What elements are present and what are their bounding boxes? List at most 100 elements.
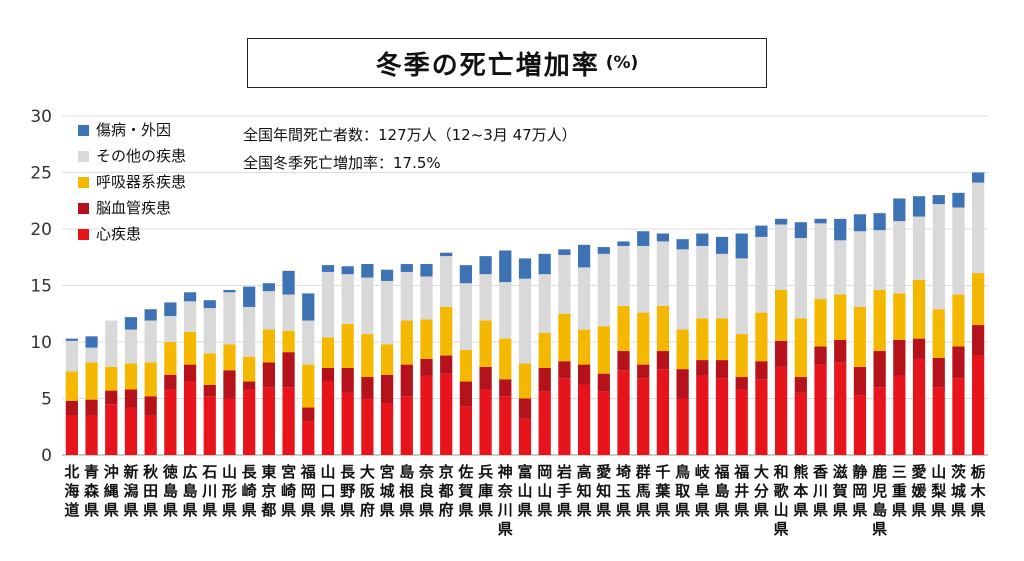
- bar-segment: [932, 204, 945, 310]
- bar-segment: [203, 396, 216, 455]
- bar-segment: [420, 264, 433, 277]
- bar-segment: [282, 270, 295, 295]
- bar-segment: [538, 391, 551, 455]
- legend-swatch: [78, 151, 89, 162]
- bar-segment: [282, 330, 295, 353]
- bar-segment: [65, 338, 78, 341]
- bar-segment: [440, 306, 453, 356]
- bar-segment: [656, 305, 670, 352]
- bar-segment: [794, 377, 807, 393]
- bar-segment: [853, 306, 867, 367]
- bar-segment: [262, 329, 275, 363]
- x-tick-label: 熊本県: [793, 463, 808, 519]
- bar-segment: [164, 389, 177, 455]
- bar-segment: [124, 363, 138, 390]
- x-tick-label: 栃木県: [970, 463, 987, 519]
- x-tick-label: 徳島県: [162, 463, 178, 519]
- bar-segment: [321, 381, 335, 455]
- bar-segment: [814, 364, 827, 455]
- bar-segment: [577, 384, 591, 455]
- bar-segment: [538, 332, 551, 368]
- bar-segment: [637, 378, 650, 455]
- bar-segment: [558, 249, 571, 255]
- bar-segment: [85, 336, 98, 348]
- bar-segment: [479, 274, 492, 321]
- bar-segment: [952, 294, 965, 347]
- bar-segment: [361, 334, 374, 378]
- bar-segment: [952, 192, 965, 208]
- bar-segment: [262, 291, 275, 330]
- bar-segment: [341, 367, 354, 393]
- bar-segment: [105, 366, 118, 391]
- bar-segment: [183, 331, 197, 365]
- bar-segment: [380, 344, 394, 375]
- notes: 全国年間死亡者数：127万人（12~3月 47万人） 全国冬季死亡増加率：17.…: [243, 126, 577, 172]
- bar-segment: [637, 312, 650, 365]
- legend-label: 傷病・外因: [96, 121, 171, 139]
- bar-segment: [775, 340, 788, 367]
- bar-segment: [164, 302, 177, 317]
- bar-segment: [183, 292, 197, 302]
- bar-segment: [972, 273, 985, 326]
- x-tick-label: 新潟県: [123, 463, 138, 519]
- bar-segment: [558, 254, 571, 314]
- bar-segment: [124, 317, 138, 330]
- x-tick-label: 富山県: [517, 463, 532, 519]
- bar-segment: [617, 351, 630, 371]
- bar-segment: [440, 355, 453, 374]
- x-tick-label: 和歌山県: [774, 463, 790, 538]
- bar-segment: [912, 279, 926, 339]
- bar-segment: [834, 294, 847, 340]
- legend-label: 呼吸器系疾患: [96, 173, 186, 191]
- bar-segment: [755, 312, 768, 362]
- y-tick-label: 30: [30, 107, 52, 127]
- bar-segment: [203, 384, 216, 397]
- bar-segment: [597, 247, 610, 254]
- bar-segment: [124, 407, 138, 455]
- legend-swatch: [78, 229, 89, 240]
- x-tick-label: 長野県: [340, 463, 356, 519]
- bar-segment: [499, 282, 512, 339]
- bar-segment: [144, 396, 157, 416]
- x-tick-label: 秋田県: [143, 463, 159, 519]
- bar-segment: [361, 264, 374, 278]
- bar-segment: [380, 269, 394, 281]
- bar-segment: [696, 360, 709, 376]
- bar-segment: [617, 305, 630, 352]
- bar-segment: [932, 387, 945, 455]
- bar-segment: [676, 239, 689, 250]
- x-tick-label: 福島県: [714, 463, 730, 519]
- bar-segment: [85, 362, 98, 400]
- bar-segment: [794, 318, 807, 378]
- bar-segment: [302, 364, 315, 408]
- x-tick-label: 茨城県: [951, 463, 966, 519]
- bar-segment: [873, 230, 886, 291]
- bar-segment: [538, 367, 551, 392]
- bar-segment: [400, 320, 413, 365]
- bar-segment: [755, 379, 768, 455]
- bar-segment: [144, 320, 157, 363]
- bar-segment: [518, 258, 532, 279]
- x-tick-label: 愛知県: [596, 463, 611, 519]
- y-tick-label: 25: [30, 164, 52, 184]
- bar-segment: [183, 364, 197, 382]
- x-tick-label: 京都府: [438, 463, 454, 519]
- bar-segment: [124, 329, 138, 364]
- bar-segment: [164, 374, 177, 390]
- x-tick-label: 山梨県: [930, 463, 946, 519]
- x-tick-label: 岡山県: [537, 463, 552, 519]
- bar-segment: [223, 344, 236, 371]
- bar-segment: [302, 293, 315, 321]
- bar-segment: [912, 358, 926, 455]
- bar-segment: [794, 392, 807, 455]
- x-tick-label: 島根県: [399, 463, 414, 519]
- note-winter-increase: 全国冬季死亡増加率：17.5%: [243, 154, 441, 172]
- y-tick-label: 20: [30, 220, 52, 240]
- bar-segment: [400, 364, 413, 397]
- bar-segment: [243, 381, 256, 390]
- bar-segment: [144, 309, 157, 321]
- x-tick-label: 宮崎県: [281, 463, 296, 519]
- bar-segment: [834, 240, 847, 295]
- bar-segment: [203, 353, 216, 385]
